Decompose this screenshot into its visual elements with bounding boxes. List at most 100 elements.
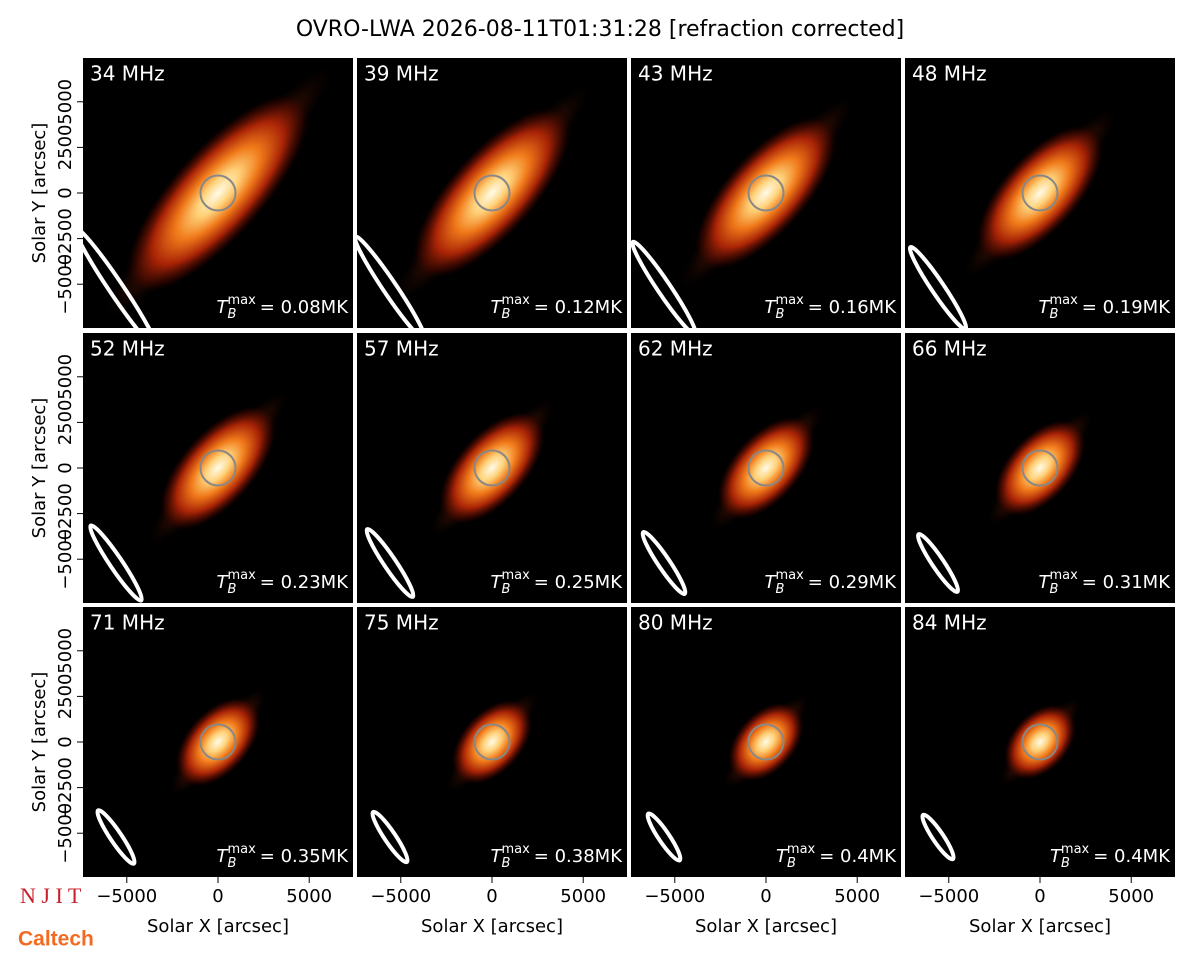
y-tick-label: 0	[55, 187, 76, 198]
tb-symbol: T	[1039, 297, 1052, 318]
y-tick-label: 2500	[55, 399, 76, 445]
tb-sub: B	[228, 582, 237, 597]
solar-disk	[747, 449, 785, 487]
x-tick-label: 5000	[560, 886, 606, 907]
tb-symbol: T	[776, 846, 789, 867]
tb-value: = 0.12MK	[534, 297, 623, 318]
tb-max-annotation: TBmax = 0.16MK	[765, 293, 898, 322]
beam	[95, 808, 137, 866]
panel-title: 39 MHz	[364, 62, 439, 86]
tb-max-annotation: TBmax = 0.08MK	[217, 293, 350, 322]
tb-max-annotation: TBmax = 0.12MK	[491, 293, 624, 322]
x-axis-label: Solar X [arcsec]	[421, 916, 563, 937]
tb-sub: B	[502, 307, 511, 322]
tb-sup: max	[1049, 293, 1078, 308]
panel-title: 43 MHz	[638, 62, 713, 86]
panel	[357, 58, 627, 328]
tb-symbol: T	[1050, 846, 1063, 867]
beam	[83, 226, 159, 328]
panel-title: 48 MHz	[912, 62, 987, 86]
figure-title: OVRO-LWA 2026-08-11T01:31:28 [refraction…	[296, 17, 904, 42]
solar-disk	[199, 723, 237, 761]
tb-value: = 0.4MK	[1093, 846, 1171, 867]
panel	[905, 333, 1175, 603]
panel-title: 62 MHz	[638, 337, 713, 361]
solar-disk	[1021, 174, 1059, 212]
tb-max-annotation: TBmax = 0.23MK	[217, 568, 350, 597]
panel	[631, 333, 901, 603]
panel-title: 57 MHz	[364, 337, 439, 361]
tb-sup: max	[501, 568, 530, 583]
tb-sup: max	[227, 568, 256, 583]
tb-value: = 0.08MK	[260, 297, 349, 318]
emission	[727, 702, 805, 782]
tb-value: = 0.19MK	[1082, 297, 1171, 318]
tb-max-annotation: TBmax = 0.19MK	[1039, 293, 1172, 322]
emission	[993, 419, 1087, 517]
logo-caltech: Caltech	[18, 928, 94, 951]
panel-title: 66 MHz	[912, 337, 987, 361]
y-tick-label: 2500	[55, 673, 76, 719]
panel	[83, 607, 353, 877]
tb-sup: max	[227, 293, 256, 308]
y-tick-label: 2500	[55, 124, 76, 170]
emission	[451, 699, 533, 785]
x-tick-label: 0	[486, 886, 497, 907]
tb-max-annotation: TBmax = 0.4MK	[1050, 842, 1171, 871]
emission	[1003, 703, 1077, 781]
tb-sub: B	[228, 307, 237, 322]
beam	[364, 527, 416, 599]
y-tick-label: −2500	[55, 483, 76, 544]
panel-title: 80 MHz	[638, 611, 713, 635]
solar-disk	[473, 723, 511, 761]
beam	[370, 809, 410, 865]
y-tick-label: −5000	[55, 254, 76, 315]
tb-max-annotation: TBmax = 0.29MK	[765, 568, 898, 597]
y-tick-label: 5000	[55, 628, 76, 674]
beam	[357, 234, 428, 328]
tb-max-annotation: TBmax = 0.35MK	[217, 842, 350, 871]
tb-sup: max	[1049, 568, 1078, 583]
tb-sup: max	[787, 842, 816, 857]
beam	[88, 523, 144, 603]
tb-symbol: T	[217, 572, 230, 593]
panel-title: 52 MHz	[90, 337, 165, 361]
panel	[631, 58, 901, 328]
x-tick-label: 0	[1034, 886, 1045, 907]
x-tick-label: 5000	[834, 886, 880, 907]
x-tick-label: 0	[212, 886, 223, 907]
panel-title: 71 MHz	[90, 611, 165, 635]
tb-sub: B	[787, 856, 796, 871]
tb-sub: B	[1050, 307, 1059, 322]
tb-value: = 0.25MK	[534, 572, 623, 593]
x-tick-label: −5000	[918, 886, 979, 907]
tb-value: = 0.29MK	[808, 572, 897, 593]
tb-symbol: T	[765, 297, 778, 318]
x-axis-label: Solar X [arcsec]	[147, 916, 289, 937]
y-axis-label: Solar Y [arcsec]	[29, 672, 50, 813]
beam	[631, 239, 698, 328]
tb-symbol: T	[1039, 572, 1052, 593]
tb-value: = 0.16MK	[808, 297, 897, 318]
y-tick-label: −5000	[55, 803, 76, 864]
tb-sup: max	[775, 568, 804, 583]
tb-max-annotation: TBmax = 0.38MK	[491, 842, 624, 871]
beam	[916, 532, 960, 594]
tb-max-annotation: TBmax = 0.31MK	[1039, 568, 1172, 597]
y-axis-label: Solar Y [arcsec]	[29, 123, 50, 264]
panel	[905, 607, 1175, 877]
x-tick-label: 5000	[1108, 886, 1154, 907]
solar-disk	[473, 449, 511, 487]
x-tick-label: 0	[760, 886, 771, 907]
tb-value: = 0.35MK	[260, 846, 349, 867]
emission	[693, 115, 839, 271]
emission	[975, 124, 1105, 262]
solar-disk	[473, 174, 511, 212]
tb-sub: B	[776, 307, 785, 322]
tb-sup: max	[1061, 842, 1090, 857]
tb-symbol: T	[491, 297, 504, 318]
y-tick-label: 5000	[55, 79, 76, 125]
y-axis-label: Solar Y [arcsec]	[29, 398, 50, 539]
panel	[83, 333, 353, 603]
panel-title: 34 MHz	[90, 62, 165, 86]
